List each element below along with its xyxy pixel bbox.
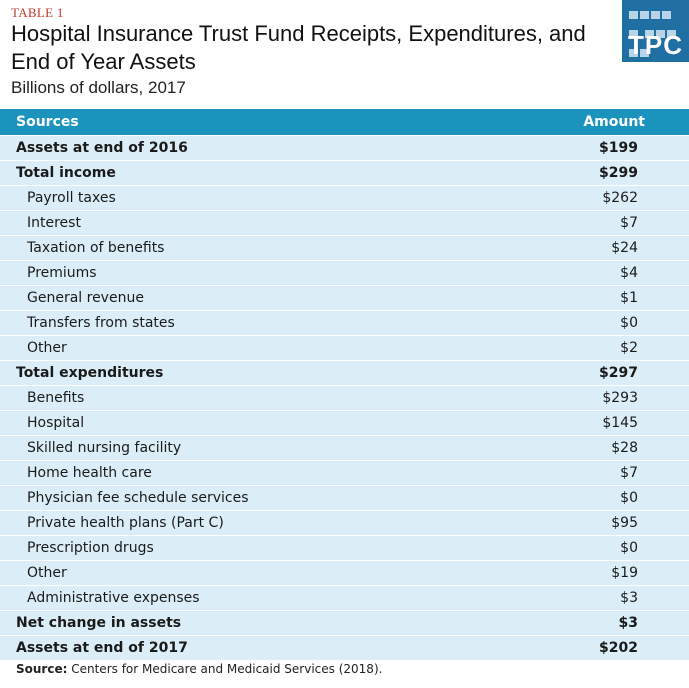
row-amount: $7 <box>620 215 638 231</box>
row-label: Assets at end of 2016 <box>16 140 188 156</box>
table-row: Private health plans (Part C) $95 <box>0 510 689 535</box>
table-row: Physician fee schedule services $0 <box>0 485 689 510</box>
row-label: Administrative expenses <box>27 590 200 606</box>
tpc-logo: TPC <box>622 0 689 62</box>
row-amount: $202 <box>599 640 638 656</box>
row-amount: $28 <box>611 440 638 456</box>
row-amount: $145 <box>602 415 638 431</box>
table-row: Net change in assets $3 <box>0 610 689 635</box>
row-amount: $199 <box>599 140 638 156</box>
row-label: Assets at end of 2017 <box>16 640 188 656</box>
row-amount: $2 <box>620 340 638 356</box>
row-amount: $0 <box>620 315 638 331</box>
row-label: Home health care <box>27 465 152 481</box>
column-header-amount: Amount <box>583 114 645 130</box>
row-label: Other <box>27 565 67 581</box>
row-label: Private health plans (Part C) <box>27 515 224 531</box>
row-label: Prescription drugs <box>27 540 154 556</box>
row-label: Skilled nursing facility <box>27 440 182 456</box>
table-row: Prescription drugs $0 <box>0 535 689 560</box>
row-amount: $299 <box>599 165 638 181</box>
row-amount: $7 <box>620 465 638 481</box>
row-amount: $3 <box>620 590 638 606</box>
row-label: Total income <box>16 165 116 181</box>
logo-grid-icon <box>629 6 683 63</box>
table-body: Assets at end of 2016 $199 Total income $29… <box>0 135 689 660</box>
row-amount: $24 <box>611 240 638 256</box>
data-table: Sources Amount Assets at end of 2016 $199… <box>0 109 689 660</box>
source-note: Source: Centers for Medicare and Medicai… <box>16 662 382 676</box>
table-row: Total income $299 <box>0 160 689 185</box>
source-text: Centers for Medicare and Medicaid Servic… <box>71 662 383 676</box>
row-label: General revenue <box>27 290 144 306</box>
table-header: Sources Amount <box>0 109 689 135</box>
row-amount: $293 <box>602 390 638 406</box>
logo-text: TPC <box>628 30 683 60</box>
row-amount: $0 <box>620 490 638 506</box>
row-label: Other <box>27 340 67 356</box>
row-amount: $297 <box>599 365 638 381</box>
row-amount: $19 <box>611 565 638 581</box>
table-row: Skilled nursing facility $28 <box>0 435 689 460</box>
table-row: Payroll taxes $262 <box>0 185 689 210</box>
table-row: Other $2 <box>0 335 689 360</box>
table-subtitle: Billions of dollars, 2017 <box>11 78 186 97</box>
table-row: Taxation of benefits $24 <box>0 235 689 260</box>
row-amount: $95 <box>611 515 638 531</box>
row-label: Transfers from states <box>27 315 175 331</box>
row-amount: $0 <box>620 540 638 556</box>
row-label: Premiums <box>27 265 97 281</box>
row-label: Interest <box>27 215 81 231</box>
source-prefix: Source: <box>16 662 68 676</box>
table-row: General revenue $1 <box>0 285 689 310</box>
row-label: Net change in assets <box>16 615 182 631</box>
row-label: Taxation of benefits <box>27 240 165 256</box>
table-row: Administrative expenses $3 <box>0 585 689 610</box>
row-label: Hospital <box>27 415 85 431</box>
table-title: Hospital Insurance Trust Fund Receipts, … <box>11 21 586 74</box>
row-label: Payroll taxes <box>27 190 116 206</box>
table-row: Benefits $293 <box>0 385 689 410</box>
row-amount: $262 <box>602 190 638 206</box>
row-amount: $1 <box>620 290 638 306</box>
table-row: Assets at end of 2017 $202 <box>0 635 689 660</box>
table-row: Premiums $4 <box>0 260 689 285</box>
table-row: Assets at end of 2016 $199 <box>0 135 689 160</box>
table-row: Hospital $145 <box>0 410 689 435</box>
row-label: Benefits <box>27 390 85 406</box>
table-row: Interest $7 <box>0 210 689 235</box>
table-row: Home health care $7 <box>0 460 689 485</box>
row-amount: $4 <box>620 265 638 281</box>
table-row: Transfers from states $0 <box>0 310 689 335</box>
table-label: TABLE 1 <box>11 5 64 20</box>
row-label: Total expenditures <box>16 365 164 381</box>
table-row: Other $19 <box>0 560 689 585</box>
column-header-sources: Sources <box>16 114 79 130</box>
row-label: Physician fee schedule services <box>27 490 249 506</box>
row-amount: $3 <box>618 615 638 631</box>
table-row: Total expenditures $297 <box>0 360 689 385</box>
